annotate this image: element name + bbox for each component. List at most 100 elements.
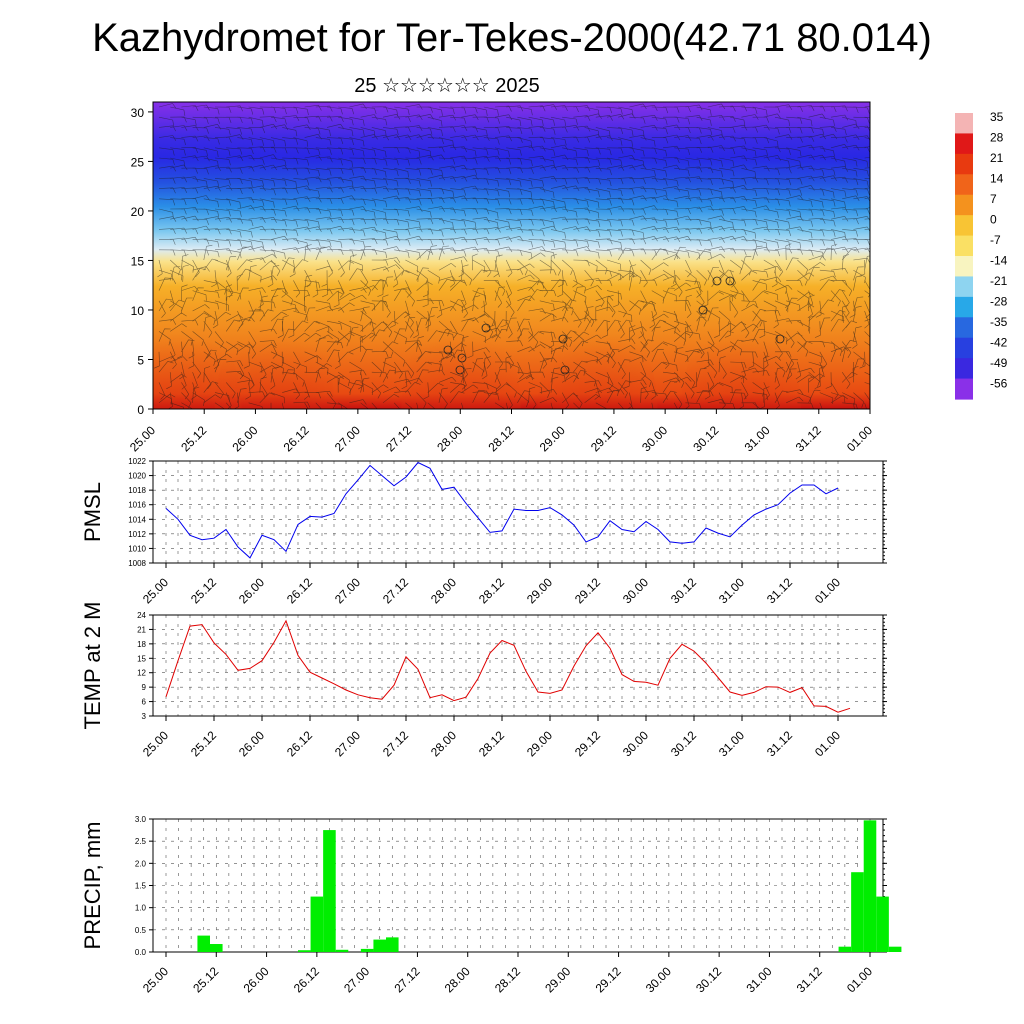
heatmap-xtick-label: 01.00 bbox=[844, 423, 875, 454]
colorbar-swatch bbox=[955, 296, 973, 318]
heatmap-xtick-label: 27.00 bbox=[332, 423, 363, 454]
precip-bar bbox=[851, 872, 864, 952]
pmsl-series-line bbox=[165, 461, 839, 559]
heatmap-xtick-label: 28.12 bbox=[485, 423, 516, 454]
pmsl-ytick-label: 1018 bbox=[128, 486, 146, 495]
temp-frame bbox=[152, 614, 884, 717]
precip-xtick-label: 25.00 bbox=[140, 964, 171, 995]
pmsl-xtick-label: 30.00 bbox=[620, 575, 651, 606]
precip-ytick-label: 0.0 bbox=[135, 948, 147, 957]
precip-ytick-label: 0.5 bbox=[135, 926, 147, 935]
precip-ylabel: PRECIP, mm bbox=[80, 822, 105, 950]
colorbar-label: -42 bbox=[990, 336, 1008, 350]
heatmap-xtick-label: 30.12 bbox=[690, 423, 721, 454]
pmsl-xtick-label: 28.00 bbox=[428, 575, 459, 606]
heatmap-xtick-label: 29.00 bbox=[537, 423, 568, 454]
precip-bar bbox=[838, 946, 852, 952]
calm-circle bbox=[560, 365, 570, 375]
pmsl-frame bbox=[152, 460, 884, 564]
precip-bar bbox=[310, 896, 324, 952]
temp-ytick-label: 18 bbox=[137, 640, 146, 649]
temp-xtick-label: 31.12 bbox=[764, 728, 795, 759]
colorbar-label: -7 bbox=[990, 233, 1001, 247]
heatmap-xtick-label: 26.00 bbox=[229, 423, 260, 454]
heatmap-xtick-label: 25.00 bbox=[127, 423, 158, 454]
precip-bar bbox=[323, 830, 336, 952]
warm-core bbox=[537, 314, 658, 409]
temp-ytick-label: 3 bbox=[142, 712, 147, 721]
temp-ytick-label: 6 bbox=[142, 698, 147, 707]
colorbar-swatch bbox=[955, 358, 973, 380]
temp-ytick-label: 12 bbox=[137, 669, 146, 678]
heatmap-xtick-label: 25.12 bbox=[178, 423, 209, 454]
calm-circle bbox=[558, 334, 568, 344]
precip-bar bbox=[360, 948, 374, 952]
temp-xtick-label: 25.12 bbox=[188, 728, 219, 759]
pmsl-xtick-label: 31.00 bbox=[716, 575, 747, 606]
pmsl-ytick-label: 1010 bbox=[128, 544, 146, 553]
colorbar-swatch bbox=[955, 153, 973, 175]
temp-xtick-label: 28.00 bbox=[428, 728, 459, 759]
temp-xtick-label: 26.12 bbox=[284, 728, 315, 759]
temp-ytick-label: 9 bbox=[142, 683, 147, 692]
colorbar-swatch bbox=[955, 133, 973, 155]
pmsl-xtick-label: 27.00 bbox=[332, 575, 363, 606]
pmsl-xtick-label: 25.00 bbox=[140, 575, 171, 606]
colorbar-label: 21 bbox=[990, 151, 1004, 165]
pmsl-xtick-label: 28.12 bbox=[476, 575, 507, 606]
heatmap-ytick-label: 20 bbox=[131, 205, 145, 219]
precip-frame bbox=[152, 818, 884, 953]
pmsl-xtick-label: 25.12 bbox=[188, 575, 219, 606]
chart-subtitle: 25 ☆☆☆☆☆☆ 2025 bbox=[354, 75, 540, 97]
calm-circle bbox=[725, 276, 735, 286]
pmsl-xtick-label: 31.12 bbox=[764, 575, 795, 606]
calm-circle bbox=[443, 345, 453, 355]
temp-xtick-label: 27.00 bbox=[332, 728, 363, 759]
temp-xtick-label: 29.12 bbox=[572, 728, 603, 759]
pmsl-ytick-label: 1014 bbox=[128, 515, 146, 524]
precip-bar bbox=[386, 937, 399, 952]
calm-circle bbox=[775, 334, 785, 344]
temp-xtick-label: 25.00 bbox=[140, 728, 171, 759]
temp-ytick-label: 15 bbox=[137, 654, 146, 663]
pmsl-xtick-label: 30.12 bbox=[668, 575, 699, 606]
pmsl-ytick-label: 1022 bbox=[128, 457, 146, 466]
heatmap-ytick-label: 15 bbox=[131, 254, 145, 268]
precip-bar bbox=[335, 949, 349, 952]
heatmap-xtick-label: 26.12 bbox=[281, 423, 312, 454]
precip-bar bbox=[298, 950, 311, 952]
precip-ytick-label: 1.0 bbox=[135, 904, 147, 913]
pmsl-xtick-label: 26.00 bbox=[236, 575, 267, 606]
warm-core bbox=[214, 314, 335, 409]
pmsl-xtick-label: 01.00 bbox=[812, 575, 843, 606]
heatmap-xtick-label: 29.12 bbox=[588, 423, 619, 454]
calm-circle bbox=[455, 365, 465, 375]
precip-xtick-label: 28.12 bbox=[492, 964, 523, 995]
colorbar-swatch bbox=[955, 378, 973, 400]
temp-series-line bbox=[165, 619, 851, 713]
pmsl-xtick-label: 29.00 bbox=[524, 575, 555, 606]
precip-bar bbox=[373, 939, 386, 952]
precip-ytick-label: 2.5 bbox=[135, 837, 147, 846]
calm-circle bbox=[698, 305, 708, 315]
colorbar-label: -14 bbox=[990, 254, 1008, 268]
heatmap-xtick-label: 28.00 bbox=[434, 423, 465, 454]
precip-xtick-label: 27.12 bbox=[391, 964, 422, 995]
heatmap-xtick-label: 31.12 bbox=[793, 423, 824, 454]
precip-xtick-label: 25.12 bbox=[190, 964, 221, 995]
heatmap-xtick-label: 31.00 bbox=[742, 423, 773, 454]
temp-xtick-label: 28.12 bbox=[476, 728, 507, 759]
colorbar-swatch bbox=[955, 194, 973, 216]
pmsl-ytick-label: 1012 bbox=[128, 530, 146, 539]
precip-xtick-label: 29.00 bbox=[542, 964, 573, 995]
colorbar-label: -49 bbox=[990, 356, 1008, 370]
heatmap-ytick-label: 0 bbox=[137, 403, 144, 417]
colorbar-swatch bbox=[955, 113, 973, 135]
precip-bar bbox=[888, 946, 902, 952]
precip-xtick-label: 01.00 bbox=[844, 964, 875, 995]
heatmap-xtick-label: 27.12 bbox=[383, 423, 414, 454]
colorbar-label: 7 bbox=[990, 192, 997, 206]
heatmap-xtick-label: 30.00 bbox=[639, 423, 670, 454]
pmsl-ylabel: PMSL bbox=[80, 482, 105, 542]
calm-circle bbox=[712, 276, 722, 286]
